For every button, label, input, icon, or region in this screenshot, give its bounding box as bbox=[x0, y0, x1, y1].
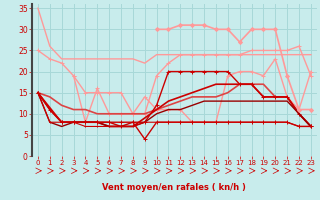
X-axis label: Vent moyen/en rafales ( kn/h ): Vent moyen/en rafales ( kn/h ) bbox=[102, 183, 246, 192]
